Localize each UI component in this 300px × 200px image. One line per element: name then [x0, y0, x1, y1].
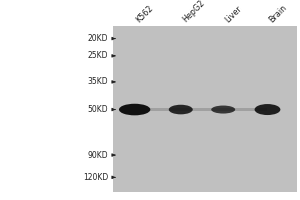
Text: Brain: Brain [268, 3, 289, 24]
Text: 35KD: 35KD [87, 77, 108, 86]
FancyBboxPatch shape [112, 26, 297, 192]
Ellipse shape [211, 106, 235, 114]
Text: 50KD: 50KD [87, 105, 108, 114]
Text: 25KD: 25KD [88, 51, 108, 60]
Ellipse shape [255, 104, 280, 115]
Text: 90KD: 90KD [87, 151, 108, 160]
Ellipse shape [169, 105, 193, 114]
Ellipse shape [119, 104, 150, 115]
Text: 20KD: 20KD [88, 34, 108, 43]
Text: 120KD: 120KD [83, 173, 108, 182]
Text: HepG2: HepG2 [181, 0, 206, 24]
FancyBboxPatch shape [135, 108, 268, 111]
Text: K562: K562 [135, 3, 155, 24]
Text: Liver: Liver [223, 4, 244, 24]
